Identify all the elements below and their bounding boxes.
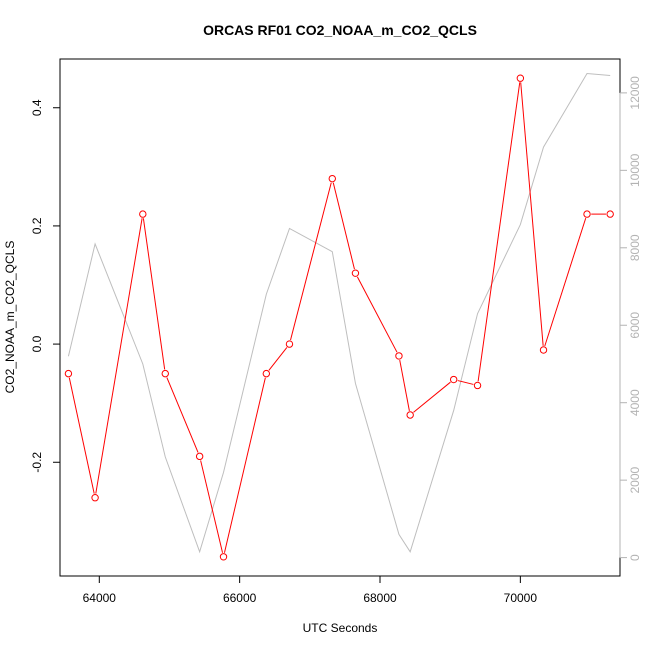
- plot-frame: [59, 58, 621, 577]
- co2-diff-series-segment: [477, 82, 521, 382]
- co2-diff-series-segment: [166, 377, 199, 453]
- co2-diff-series-segment: [223, 377, 266, 553]
- co2-diff-series-segment: [413, 381, 451, 413]
- co2-diff-data-point: [219, 553, 228, 561]
- co2-diff-data-point: [606, 210, 614, 218]
- co2-diff-series-segment: [457, 380, 474, 385]
- x-tick-label: 70000: [504, 591, 538, 605]
- co2-diff-series-segment: [332, 182, 355, 270]
- co2-diff-data-point: [351, 269, 360, 277]
- y-tick-label: 0.4: [30, 99, 44, 116]
- y-axis-label: CO2_NOAA_m_CO2_QCLS: [3, 241, 17, 394]
- series-layer: [64, 72, 614, 561]
- co2-diff-data-point: [64, 369, 73, 378]
- x-tick-label: 66000: [223, 591, 257, 605]
- co2-diff-data-point: [328, 174, 336, 183]
- co2-diff-series-segment: [95, 218, 143, 494]
- co2-diff-data-point: [395, 352, 403, 360]
- co2-diff-series-segment: [268, 347, 288, 371]
- co2-diff-series-segment: [520, 82, 544, 346]
- co2-diff-series-segment: [200, 460, 224, 553]
- y2-tick-label: 4000: [628, 389, 642, 416]
- co2-diff-data-point: [473, 381, 482, 390]
- y-tick-label: -0.2: [30, 452, 44, 473]
- co2-diff-data-point: [195, 452, 204, 461]
- co2-diff-data-point: [516, 74, 525, 82]
- co2-diff-data-point: [161, 369, 169, 378]
- co2-diff-series-segment: [142, 218, 166, 370]
- co2-diff-data-point: [262, 369, 271, 378]
- co2-diff-data-point: [285, 340, 294, 348]
- y-axis-right: 0 2000 4000 6000 8000 10000 12000: [619, 76, 642, 561]
- y2-tick-label: 0: [628, 554, 642, 561]
- y2-tick-label: 10000: [628, 153, 642, 187]
- y2-tick-label: 6000: [628, 312, 642, 339]
- x-tick-label: 64000: [83, 591, 117, 605]
- co2-diff-data-point: [139, 210, 147, 218]
- y2-tick-label: 2000: [628, 466, 642, 493]
- y-axis-left: -0.2 0.0 0.2 0.4: [30, 99, 61, 473]
- co2-diff-data-point: [449, 375, 458, 384]
- chart-title: ORCAS RF01 CO2_NOAA_m_CO2_QCLS: [203, 22, 477, 38]
- co2-diff-series-segment: [68, 377, 95, 494]
- x-axis-label: UTC Seconds: [303, 621, 378, 635]
- y2-tick-label: 8000: [628, 234, 642, 261]
- co2-diff-series-segment: [544, 217, 587, 347]
- y-tick-label: 0.2: [30, 217, 44, 234]
- y2-tick-label: 12000: [628, 76, 642, 110]
- altitude-series-line: [67, 72, 611, 554]
- co2-diff-data-point: [406, 411, 414, 419]
- y-tick-label: 0.0: [30, 335, 44, 352]
- co2-diff-series-segment: [290, 182, 332, 341]
- co2-diff-series-segment: [399, 359, 410, 411]
- co2-diff-data-point: [91, 494, 99, 502]
- x-tick-label: 68000: [363, 591, 397, 605]
- x-axis: 64000 66000 68000 70000: [83, 575, 538, 605]
- co2-diff-series-segment: [356, 276, 398, 353]
- co2-diff-data-point: [583, 210, 591, 218]
- co2-diff-data-point: [539, 346, 548, 354]
